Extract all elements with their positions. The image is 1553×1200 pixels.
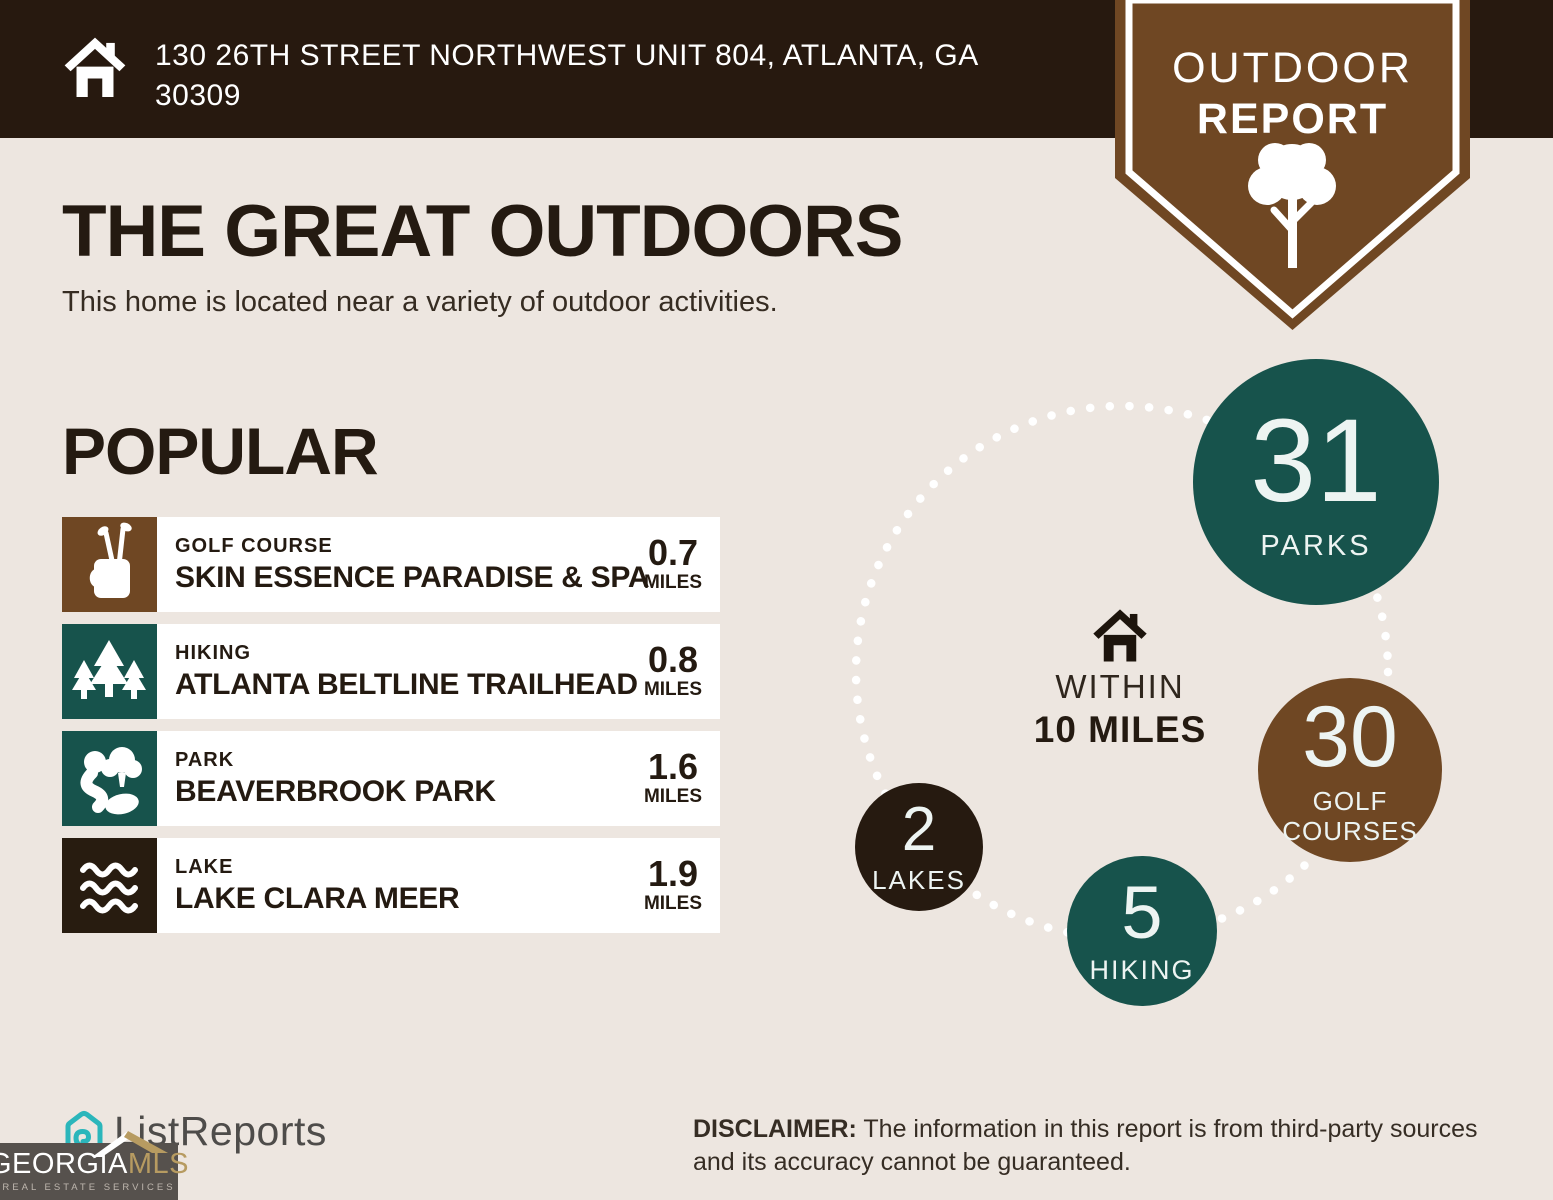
hiking-count: 5 [1121,871,1163,954]
activity-distance: 0.8 MILES [644,624,702,719]
golf-courses-label: GOLF COURSES [1282,786,1418,846]
bubble-parks: 31 PARKS [1193,359,1439,605]
georgia-mls-logo: GEORGIAMLS REAL ESTATE SERVICES [0,1131,188,1200]
activity-category: GOLF COURSE [175,534,333,557]
distance-unit: MILES [643,571,702,593]
mls-roof-icon [92,1131,168,1157]
page-title: THE GREAT OUTDOORS [62,191,903,272]
property-address: 130 26TH STREET NORTHWEST UNIT 804, ATLA… [155,36,1085,116]
badge-title-line1: OUTDOOR [1172,44,1413,92]
golf-bag-icon [62,517,157,612]
activity-name: BEAVERBROOK PARK [175,774,496,808]
bubble-golf-courses: 30 GOLF COURSES [1258,678,1442,862]
distance-value: 0.8 [647,638,698,680]
distance-unit: MILES [643,785,702,807]
mls-tagline: REAL ESTATE SERVICES [2,1182,176,1193]
parks-label: PARKS [1260,529,1372,562]
mls-name: GEORGIAMLS [0,1150,189,1179]
disclaimer-text: The information in this report is from t… [693,1115,1478,1176]
section-heading: POPULAR [62,414,379,488]
activity-row-hiking: HIKING ATLANTA BELTLINE TRAILHEAD 0.8 MI… [62,624,720,719]
home-icon [1091,607,1149,665]
activity-name: LAKE CLARA MEER [175,881,460,915]
activity-category: HIKING [175,641,251,664]
within-radius-label: WITHIN 10 MILES [1000,668,1240,751]
distance-value: 0.7 [647,531,698,573]
activity-distance: 1.6 MILES [644,731,702,826]
disclaimer: DISCLAIMER: The information in this repo… [693,1113,1513,1179]
outdoor-report-badge: OUTDOOR REPORT [1115,0,1470,335]
disclaimer-label: DISCLAIMER: [693,1115,857,1143]
activity-name: SKIN ESSENCE PARADISE & SPA [175,560,650,594]
page-subtitle: This home is located near a variety of o… [62,286,778,318]
park-path-icon [62,731,157,826]
parks-count: 31 [1250,394,1382,527]
hiking-label: HIKING [1089,955,1195,985]
ribbon-shape [1115,0,1470,330]
address-line-1: 130 26TH STREET NORTHWEST UNIT 804, ATLA… [155,39,979,72]
address-line-2: 30309 [155,79,241,112]
activity-row-golf-course: GOLF COURSE SKIN ESSENCE PARADISE & SPA … [62,517,720,612]
mls-name-part1: GEORGIA [0,1148,128,1180]
activity-name: ATLANTA BELTLINE TRAILHEAD [175,667,638,701]
golf-courses-count: 30 [1302,689,1398,785]
activity-row-lake: LAKE LAKE CLARA MEER 1.9 MILES [62,838,720,933]
tree-icon [1248,143,1336,268]
bubble-lakes: 2 LAKES [855,783,983,911]
distance-unit: MILES [643,678,702,700]
bubble-hiking: 5 HIKING [1067,856,1217,1006]
within-label: WITHIN [1055,668,1185,705]
pine-trees-icon [62,624,157,719]
activity-distance: 0.7 MILES [644,517,702,612]
listreports-house-icon [65,1110,103,1150]
popular-list: GOLF COURSE SKIN ESSENCE PARADISE & SPA … [62,517,720,945]
activity-category: PARK [175,748,235,771]
distance-unit: MILES [643,892,702,914]
activity-distance: 1.9 MILES [644,838,702,933]
home-icon [62,32,128,104]
lakes-count: 2 [901,794,937,864]
lakes-label: LAKES [872,864,966,895]
activity-row-park: PARK BEAVERBROOK PARK 1.6 MILES [62,731,720,826]
mls-name-part2: MLS [127,1148,189,1180]
badge-title-line2: REPORT [1196,95,1389,143]
distance-value: 1.9 [647,852,698,894]
within-distance: 10 MILES [1033,709,1207,750]
waves-icon [62,838,157,933]
distance-value: 1.6 [647,745,698,787]
activity-category: LAKE [175,855,234,878]
